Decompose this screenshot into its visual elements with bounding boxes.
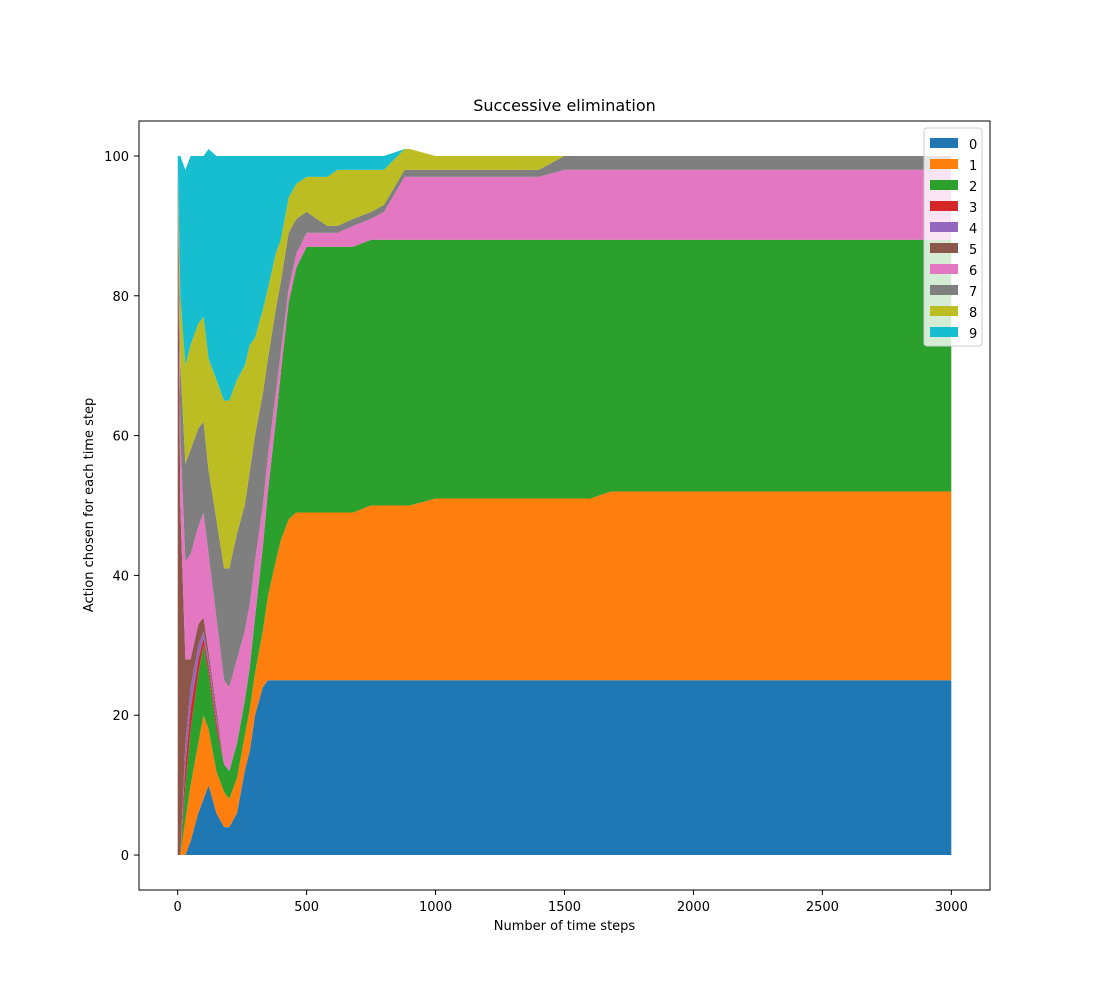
x-tick-label-1500: 1500 — [548, 900, 581, 915]
legend-label-1: 1 — [969, 159, 977, 174]
x-axis-label: Number of time steps — [494, 919, 636, 934]
x-tick-label-2000: 2000 — [677, 900, 710, 915]
legend-label-7: 7 — [969, 285, 977, 300]
area-series-9 — [177, 149, 952, 401]
x-tick-label-500: 500 — [294, 900, 319, 915]
legend-label-4: 4 — [969, 222, 977, 237]
y-tick-label-100: 100 — [104, 150, 129, 165]
legend: 0 1 2 3 4 5 6 7 8 9 — [923, 127, 983, 347]
y-tick-label-60: 60 — [112, 430, 129, 445]
legend-label-5: 5 — [969, 243, 977, 258]
area-series-0 — [177, 680, 952, 855]
legend-swatch-3 — [930, 201, 958, 211]
y-tick-label-0: 0 — [121, 849, 129, 864]
legend-swatch-7 — [930, 285, 958, 295]
x-tick-label-2500: 2500 — [806, 900, 839, 915]
x-tick-label-3000: 3000 — [935, 900, 968, 915]
x-tick-label-0: 0 — [174, 900, 182, 915]
y-tick-label-20: 20 — [112, 709, 129, 724]
x-tick-label-1000: 1000 — [419, 900, 452, 915]
chart-title: Successive elimination — [473, 96, 656, 115]
area-series-1 — [177, 491, 952, 855]
legend-label-0: 0 — [969, 138, 977, 153]
area-layers — [177, 149, 952, 856]
area-series-2 — [177, 239, 952, 856]
legend-label-2: 2 — [969, 180, 977, 195]
legend-label-8: 8 — [969, 306, 977, 321]
y-tick-label-40: 40 — [112, 569, 129, 584]
y-tick-label-80: 80 — [112, 290, 129, 305]
legend-swatch-0 — [930, 138, 958, 148]
legend-swatch-8 — [930, 306, 958, 316]
legend-swatch-2 — [930, 180, 958, 190]
legend-swatch-1 — [930, 159, 958, 169]
legend-swatch-9 — [930, 327, 958, 337]
legend-swatch-6 — [930, 264, 958, 274]
area-series-6 — [177, 156, 952, 772]
legend-swatch-5 — [930, 243, 958, 253]
legend-label-6: 6 — [969, 264, 977, 279]
y-axis-label: Action chosen for each time step — [82, 398, 97, 612]
legend-label-9: 9 — [969, 327, 977, 342]
legend-swatch-4 — [930, 222, 958, 232]
legend-label-3: 3 — [969, 201, 977, 216]
